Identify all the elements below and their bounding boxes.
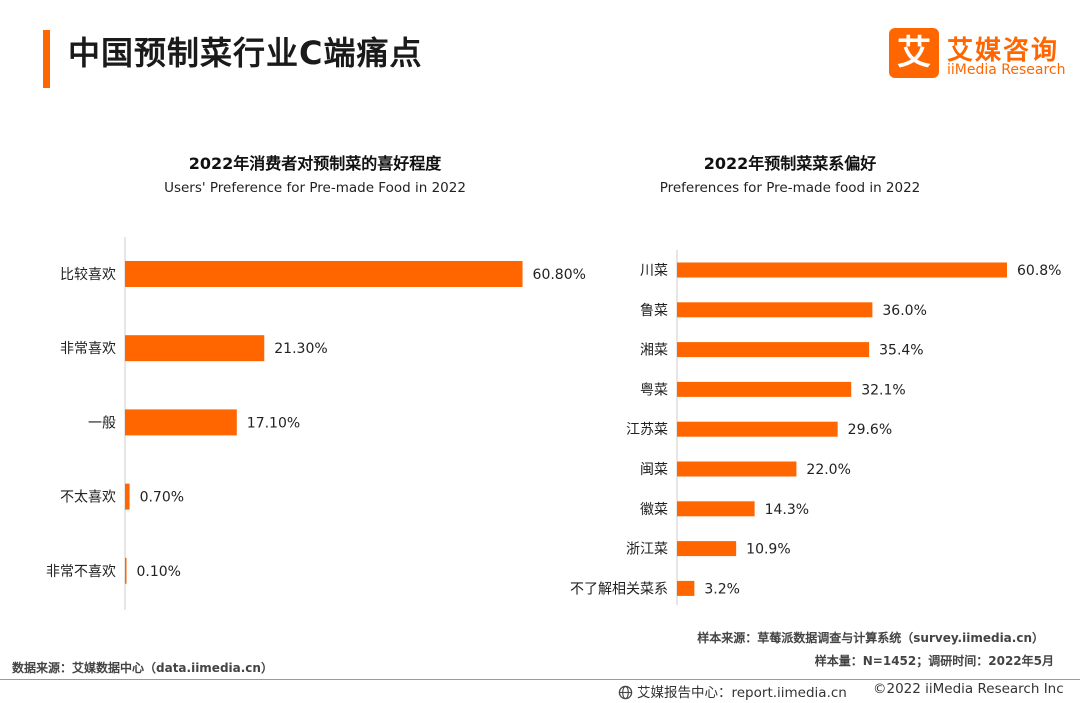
category-label: 不了解相关菜系 bbox=[570, 581, 668, 597]
brand-name-cn: 艾媒咨询 bbox=[947, 36, 1060, 66]
value-label: 0.70% bbox=[140, 490, 184, 506]
category-label: 粤菜 bbox=[640, 382, 668, 398]
copyright-text: ©2022 iiMedia Research Inc bbox=[873, 681, 1064, 697]
report-center-link[interactable]: 艾媒报告中心：report.iimedia.cn bbox=[618, 681, 847, 701]
value-label: 29.6% bbox=[848, 422, 892, 438]
brand-name-en: iiMedia Research bbox=[947, 62, 1066, 78]
category-label: 徽菜 bbox=[640, 502, 668, 518]
bar-1 bbox=[125, 261, 523, 287]
category-label: 闽菜 bbox=[640, 462, 668, 478]
value-label: 10.9% bbox=[746, 542, 790, 558]
report-center-text: 艾媒报告中心：report.iimedia.cn bbox=[637, 685, 847, 701]
value-label: 0.10% bbox=[137, 564, 181, 580]
bar-1 bbox=[677, 262, 1007, 278]
category-label: 比较喜欢 bbox=[60, 267, 116, 283]
bar-6 bbox=[677, 461, 797, 477]
bar-5 bbox=[125, 557, 127, 584]
category-label: 一般 bbox=[88, 415, 116, 431]
sample-source-note: 样本来源：草莓派数据调查与计算系统（survey.iimedia.cn） bbox=[697, 631, 1044, 645]
left-chart-title: 2022年消费者对预制菜的喜好程度 bbox=[188, 154, 442, 173]
bar-9 bbox=[677, 580, 695, 596]
left-chart-subtitle: Users' Preference for Pre-made Food in 2… bbox=[164, 180, 466, 196]
bar-8 bbox=[677, 541, 737, 557]
category-label: 浙江菜 bbox=[626, 542, 668, 558]
left-bar-chart: 比较喜欢 60.80% 非常喜欢 21.30% 一般 17.10% 不太喜欢 0.70% 非常不… bbox=[46, 237, 586, 610]
category-label: 不太喜欢 bbox=[60, 490, 116, 506]
right-chart-title: 2022年预制菜菜系偏好 bbox=[703, 154, 877, 173]
value-label: 60.8% bbox=[1017, 263, 1061, 279]
category-label: 湘菜 bbox=[640, 343, 668, 359]
bar-3 bbox=[677, 342, 870, 358]
category-label: 川菜 bbox=[640, 263, 668, 279]
brand-logo-mark: 艾 bbox=[889, 28, 939, 78]
sample-size-note: 样本量：N=1452；调研时间：2022年5月 bbox=[814, 654, 1054, 668]
footer-divider bbox=[0, 679, 1080, 680]
value-label: 17.10% bbox=[247, 415, 300, 431]
category-label: 非常不喜欢 bbox=[46, 564, 116, 580]
page-title: 中国预制菜行业C端痛点 bbox=[68, 34, 423, 72]
value-label: 32.1% bbox=[861, 382, 905, 398]
globe-icon bbox=[618, 685, 633, 700]
bar-3 bbox=[125, 409, 237, 436]
brand-logo: 艾 艾媒咨询 iiMedia Research bbox=[889, 28, 1069, 84]
value-label: 35.4% bbox=[879, 343, 923, 359]
category-label: 鲁菜 bbox=[640, 303, 668, 319]
value-label: 21.30% bbox=[274, 341, 327, 357]
value-label: 22.0% bbox=[806, 462, 850, 478]
bar-5 bbox=[677, 421, 838, 437]
bar-2 bbox=[677, 302, 873, 318]
title-accent-bar bbox=[43, 30, 50, 88]
data-source-note: 数据来源：艾媒数据中心（data.iimedia.cn） bbox=[12, 661, 273, 675]
bar-4 bbox=[677, 381, 852, 397]
value-label: 3.2% bbox=[704, 581, 740, 597]
bar-4 bbox=[125, 483, 130, 510]
right-bar-chart: 川菜 60.8% 鲁菜 36.0% 湘菜 35.4% 粤菜 32.1% 江苏菜 29.6% 闽菜 22… bbox=[570, 250, 1061, 605]
bar-7 bbox=[677, 501, 755, 517]
right-chart-subtitle: Preferences for Pre-made food in 2022 bbox=[659, 180, 921, 196]
value-label: 14.3% bbox=[765, 502, 809, 518]
category-label: 非常喜欢 bbox=[60, 341, 116, 357]
value-label: 36.0% bbox=[882, 303, 926, 319]
category-label: 江苏菜 bbox=[626, 422, 668, 438]
value-label: 60.80% bbox=[533, 267, 586, 283]
bar-2 bbox=[125, 335, 265, 362]
